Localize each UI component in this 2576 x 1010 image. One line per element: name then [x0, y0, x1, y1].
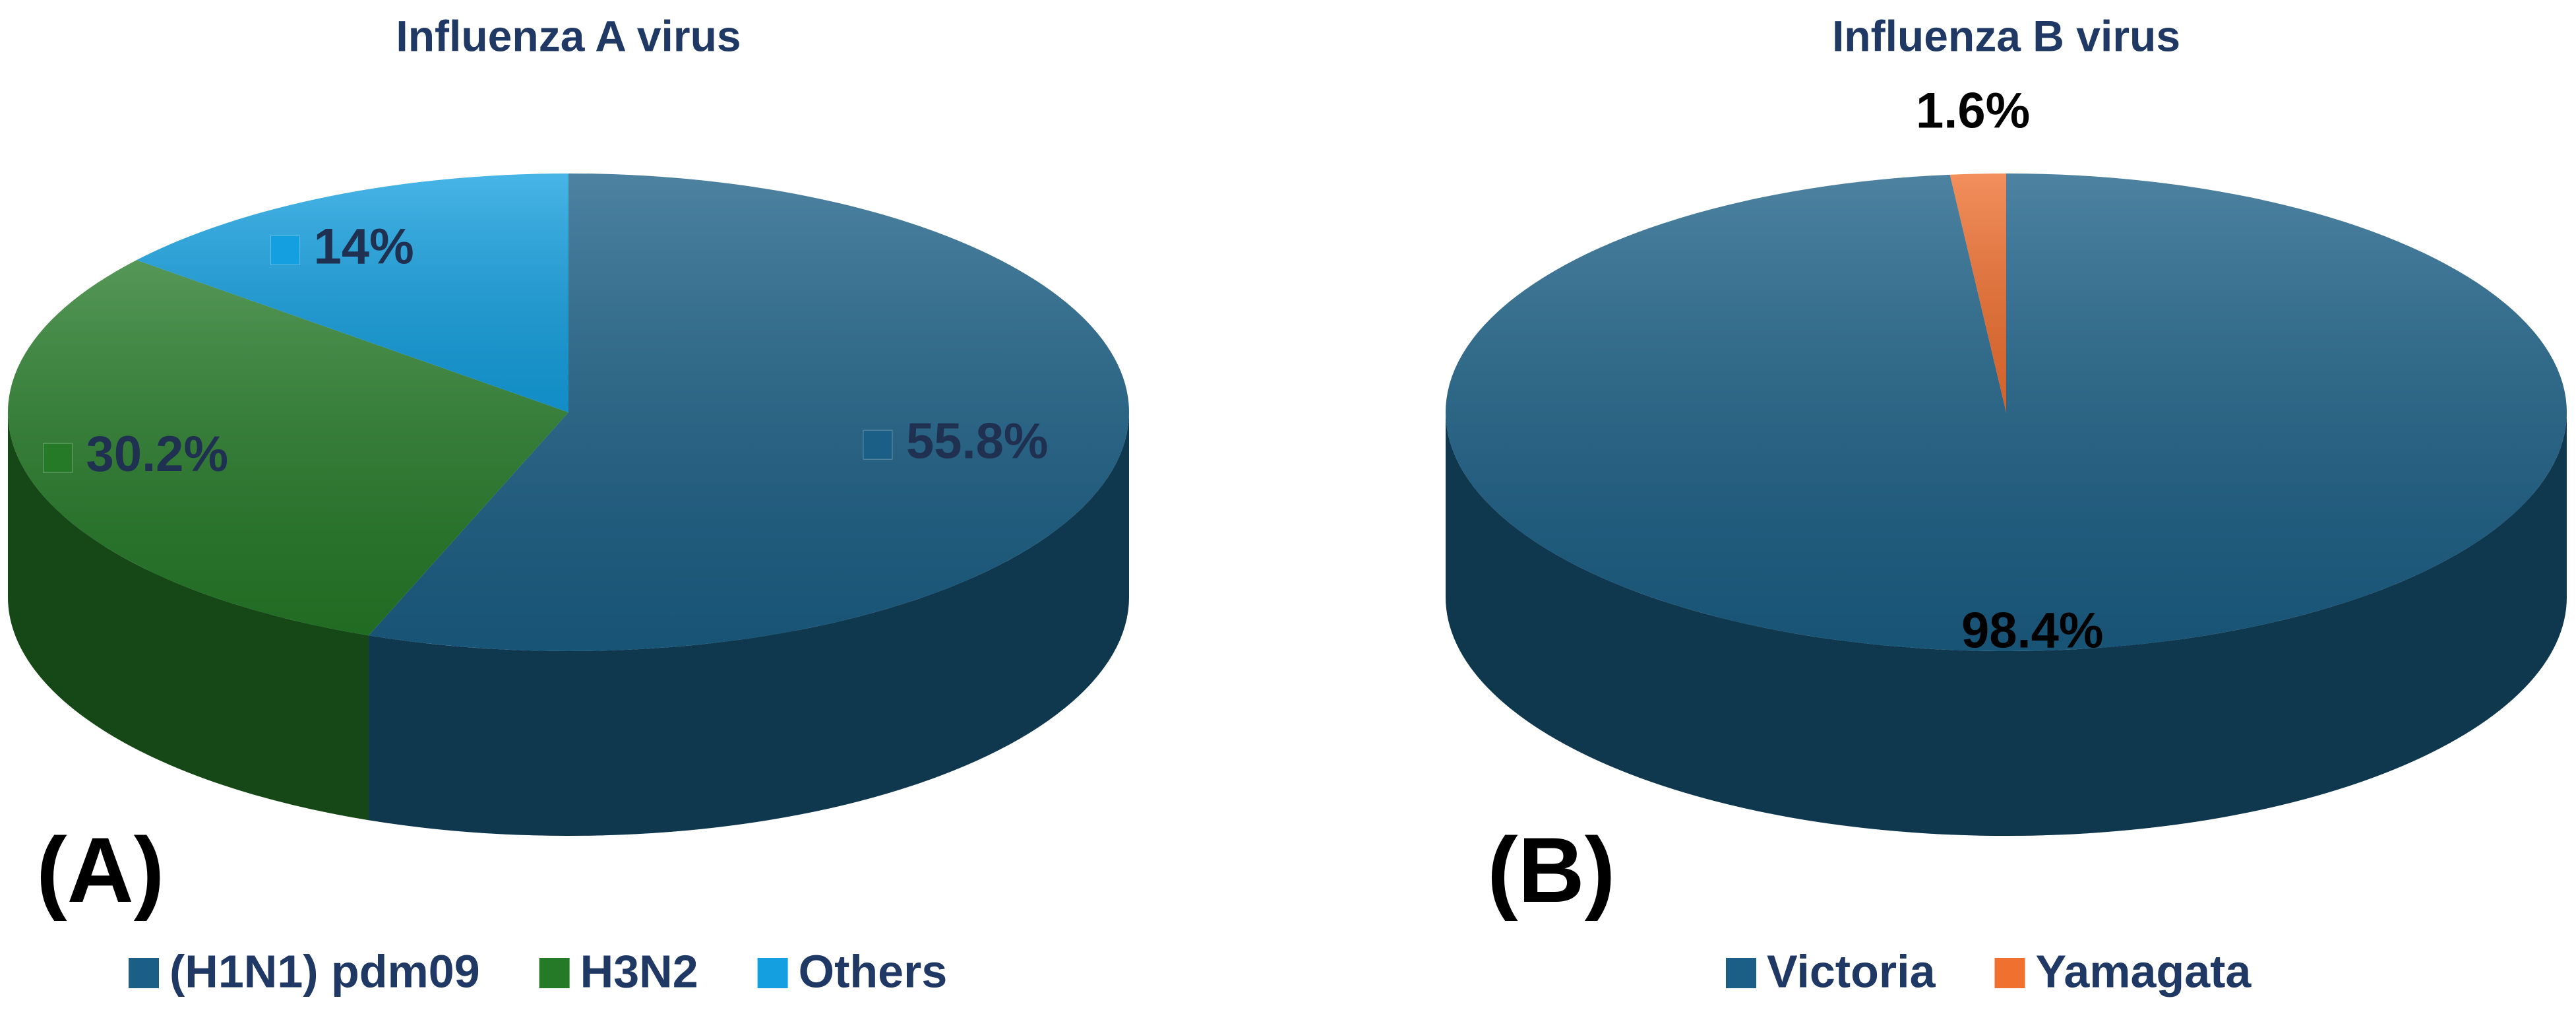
pie-side	[369, 412, 1129, 836]
chart-title: Influenza B virus	[1832, 11, 2180, 60]
legend-label: Victoria	[1767, 945, 1936, 997]
data-label: 55.8%	[906, 413, 1049, 469]
pie-side-shade	[1446, 412, 2567, 836]
legend-swatch	[1994, 958, 2025, 988]
label-key	[270, 235, 301, 265]
legend-swatch	[129, 958, 159, 988]
pie-side-shade	[369, 412, 1129, 836]
legend-label: H3N2	[580, 945, 698, 997]
data-label: 30.2%	[86, 426, 229, 482]
legend-swatch	[1726, 958, 1756, 988]
label-key	[863, 429, 893, 460]
chart-title: Influenza A virus	[396, 11, 741, 60]
pie-side	[8, 412, 369, 821]
pie-side-shade	[8, 412, 369, 821]
pie-slice-shine	[137, 174, 569, 412]
legend-label: (H1N1) pdm09	[169, 945, 480, 997]
data-label: 1.6%	[1916, 82, 2030, 139]
pie-slice-shine	[1949, 174, 2006, 412]
pie-side	[1446, 412, 2567, 836]
legend-swatch	[539, 958, 570, 988]
label-key	[43, 443, 73, 473]
legend-label: Others	[799, 945, 948, 997]
legend-label: Yamagata	[2036, 945, 2252, 997]
legend-swatch	[757, 958, 788, 988]
panel-label: (B)	[1487, 818, 1615, 922]
pie-slice-shine	[369, 174, 1129, 651]
data-label: 14%	[314, 218, 414, 274]
pie-slice-shine	[7, 260, 568, 636]
data-label: 98.4%	[1961, 602, 2104, 658]
panel-label: (A)	[36, 818, 164, 922]
